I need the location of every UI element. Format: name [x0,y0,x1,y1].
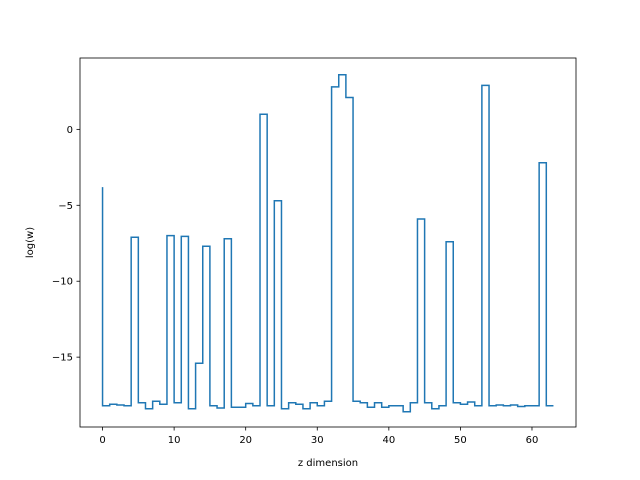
y-tick-label: −15 [52,353,73,364]
x-tick-label: 10 [168,435,181,446]
x-tick-label: 20 [239,435,252,446]
series-layer [101,73,554,413]
x-tick-label: 0 [99,435,105,446]
plot-area: 0 10 20 30 40 50 60 −15 −10 −5 0 [52,57,577,446]
x-axis-label: z dimension [298,458,358,469]
x-tick-label: 60 [526,435,539,446]
y-tick-label: 0 [67,125,73,136]
axes-frame [79,57,577,428]
x-tick-label: 30 [311,435,324,446]
y-axis-ticks: −15 −10 −5 0 [52,125,80,364]
y-tick-label: −5 [58,201,73,212]
x-tick-label: 50 [454,435,467,446]
y-tick-label: −10 [52,277,73,288]
x-axis-ticks: 0 10 20 30 40 50 60 [99,427,538,446]
series-line-0 [101,73,554,413]
x-tick-label: 40 [382,435,395,446]
y-axis-label: log(w) [25,227,36,258]
